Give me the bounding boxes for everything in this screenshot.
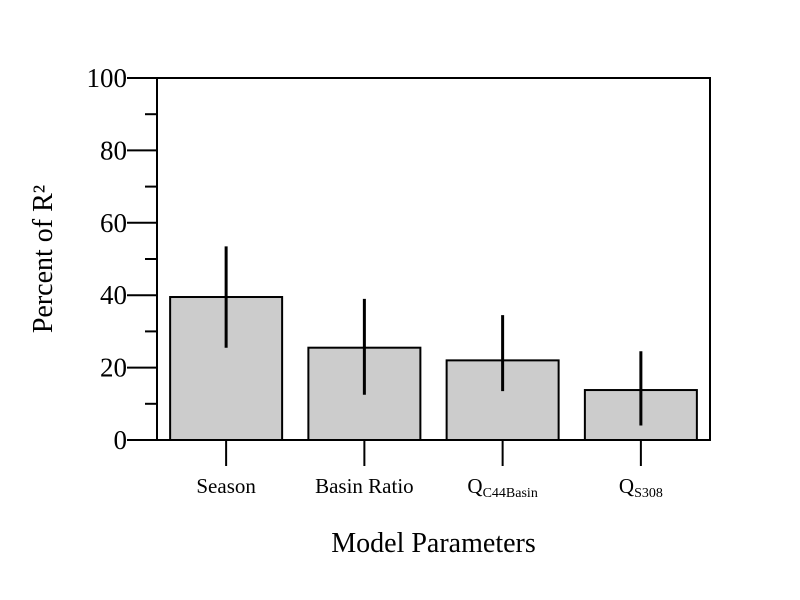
x-tick-label: QC44Basin: [467, 474, 537, 501]
y-tick-label: 40: [100, 280, 127, 310]
y-tick-label: 20: [100, 353, 127, 383]
x-axis-ticks: Season Basin Ratio QC44Basin QS308: [196, 440, 663, 501]
x-tick-label-subscript: C44Basin: [483, 486, 538, 501]
x-tick-label-main: Season: [196, 474, 256, 498]
y-tick-label: 100: [87, 63, 128, 93]
x-tick-label: Season: [196, 474, 256, 498]
y-axis-title: Percent of R²: [28, 185, 59, 333]
y-tick-label: 0: [114, 425, 128, 455]
x-tick-label-subscript: S308: [634, 486, 663, 501]
y-tick-label: 60: [100, 208, 127, 238]
x-tick-label: QS308: [619, 474, 663, 501]
y-tick-label: 80: [100, 135, 127, 165]
y-axis-ticks: 0 20 40 60 80 100: [87, 63, 157, 455]
error-bars-group: [224, 246, 643, 426]
x-tick-label-main: Q: [467, 474, 482, 498]
x-axis-title: Model Parameters: [331, 528, 536, 559]
x-tick-label-main: Basin Ratio: [315, 474, 414, 498]
bars-group: [169, 296, 698, 442]
x-tick-label: Basin Ratio: [315, 474, 414, 498]
x-tick-label-main: Q: [619, 474, 634, 498]
